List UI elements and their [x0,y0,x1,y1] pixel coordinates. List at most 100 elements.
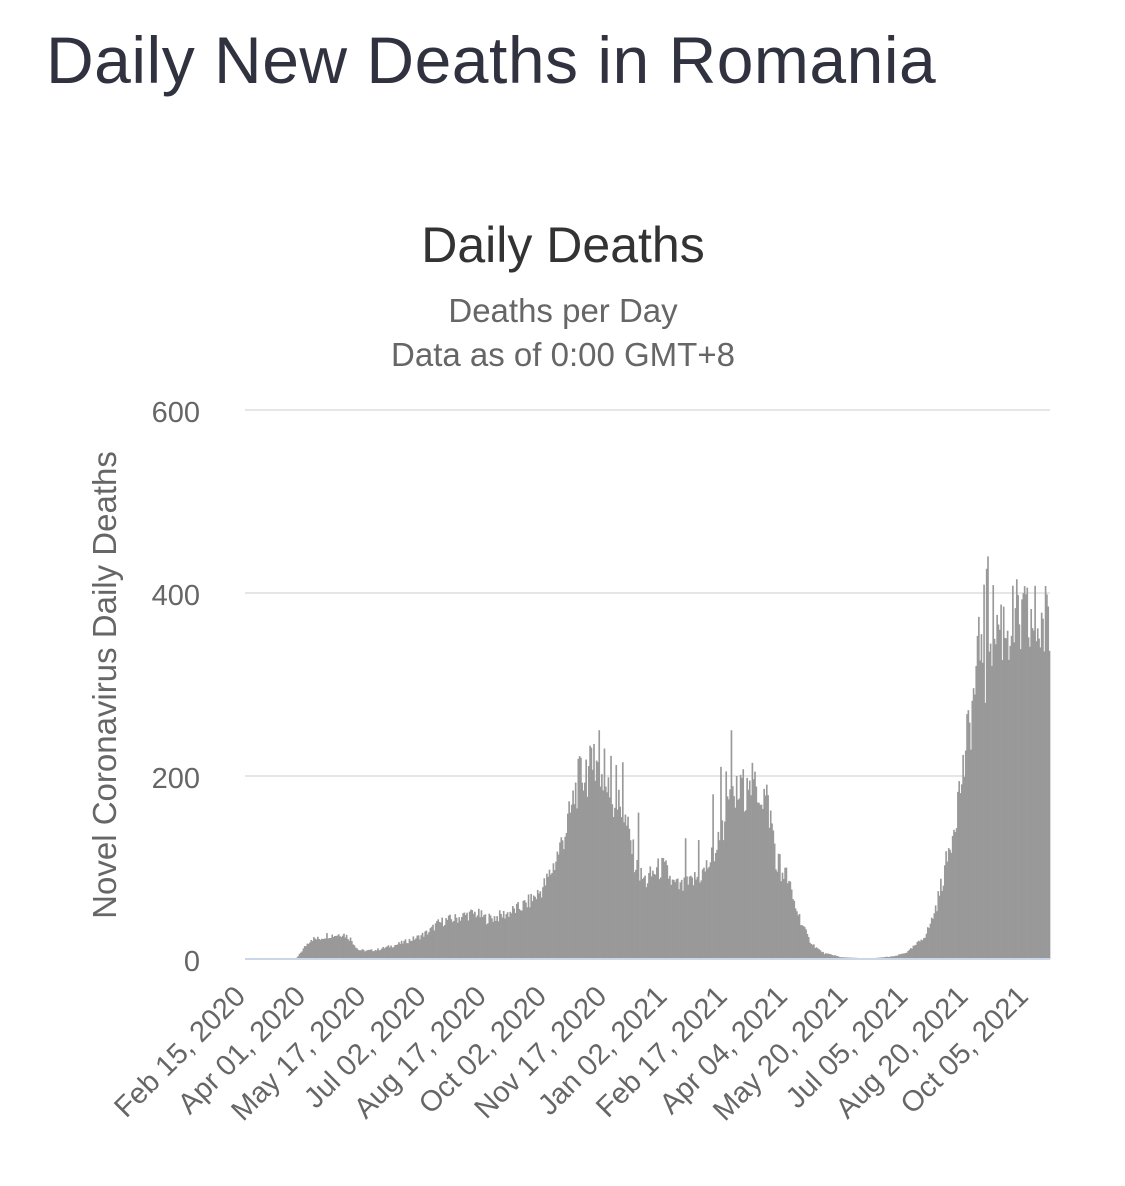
bar-day-224 [538,893,540,959]
bar-day-235 [552,863,555,959]
bar-day-134 [420,935,423,959]
bar-day-44 [302,948,305,959]
bar-day-60 [323,938,326,959]
bar-day-489 [885,956,887,959]
bar-day-141 [429,928,432,959]
bar-day-210 [519,910,522,959]
bar-day-73 [340,937,343,959]
bar-day-161 [455,917,458,959]
bar-day-382 [745,810,747,959]
bar-day-253 [576,808,578,959]
bar-day-93 [366,950,369,959]
bar-day-585 [1010,635,1013,959]
bar-day-172 [470,909,472,959]
bar-day-346 [697,840,700,959]
bar-day-493 [890,956,892,959]
bar-day-350 [703,867,705,959]
bar-day-349 [701,869,704,959]
bar-day-126 [409,940,412,959]
bar-day-299 [636,860,639,959]
bar-day-586 [1012,585,1014,959]
bar-day-230 [546,873,548,959]
bar-day-562 [980,634,983,959]
bar-day-199 [505,914,508,959]
bar-day-542 [954,832,957,959]
bar-day-352 [705,860,708,959]
bar-day-243 [563,849,565,959]
bar-day-162 [457,922,459,959]
bar-day-607 [1039,647,1042,959]
bar-day-372 [731,786,734,959]
y-axis-label: Novel Coronavirus Daily Deaths [86,451,123,919]
bar-day-226 [540,897,543,959]
bar-day-614 [1048,650,1051,959]
bar-day-147 [437,919,440,959]
bar-day-545 [958,781,961,959]
bar-day-511 [913,945,916,959]
bar-day-187 [489,915,492,959]
bar-day-598 [1027,637,1030,959]
bar-day-497 [895,955,898,959]
bar-day-356 [710,847,713,959]
bars [296,556,1051,959]
bar-day-247 [568,801,570,959]
bar-day-271 [599,786,602,959]
bar-day-365 [722,840,725,959]
bar-day-95 [369,949,372,959]
bar-day-284 [616,809,619,959]
bar-day-77 [345,934,348,959]
bar-day-316 [658,879,661,959]
bar-day-336 [684,838,687,959]
bar-day-366 [724,821,726,959]
bar-day-377 [738,798,741,959]
bar-day-258 [582,790,585,959]
bar-day-310 [650,876,653,959]
bar-day-215 [526,907,529,959]
bar-day-295 [631,853,633,959]
bar-day-398 [765,784,768,959]
bar-day-408 [779,854,781,959]
bar-day-526 [933,913,936,959]
bar-day-123 [406,943,408,959]
bar-day-438 [818,949,820,959]
bar-day-445 [827,953,830,959]
bar-day-406 [776,871,779,959]
bar-day-415 [788,880,790,959]
bar-day-423 [798,913,801,959]
bar-day-166 [462,913,464,959]
bar-day-502 [902,953,904,959]
bar-day-202 [509,911,512,959]
bar-day-287 [620,817,623,959]
bar-day-206 [514,912,517,959]
bar-day-189 [492,921,495,959]
bar-day-90 [362,949,365,959]
bar-day-307 [646,883,649,959]
bar-day-566 [985,568,988,959]
bar-day-427 [803,927,806,959]
bar-day-332 [679,882,682,959]
bar-day-447 [830,954,832,959]
bar-day-322 [666,865,669,959]
bar-day-296 [632,839,635,959]
bar-day-298 [635,869,637,959]
bar-day-419 [793,900,796,959]
bar-day-71 [337,934,340,959]
bar-day-490 [886,956,889,959]
bar-day-102 [378,950,381,959]
bar-day-343 [693,872,696,959]
bar-day-203 [510,913,513,959]
bar-day-105 [382,946,385,959]
bar-day-387 [751,762,754,959]
bar-day-531 [940,878,942,959]
bar-day-327 [673,879,675,959]
bar-day-151 [442,926,445,959]
bar-day-140 [428,932,430,959]
bar-day-453 [837,956,840,959]
bar-day-420 [794,908,797,959]
bar-day-521 [926,927,929,959]
bar-day-379 [741,777,743,959]
bar-day-546 [959,793,962,959]
bar-day-209 [518,908,521,959]
bar-day-130 [415,938,417,959]
